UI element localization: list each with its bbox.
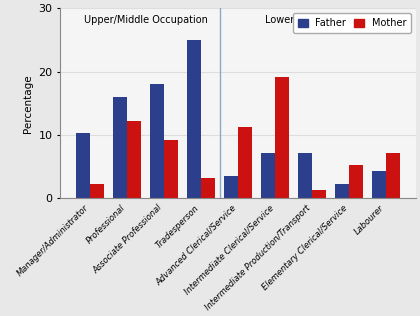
Bar: [386, 153, 400, 198]
Bar: [187, 40, 201, 198]
Bar: [164, 140, 178, 198]
Y-axis label: Percentage: Percentage: [23, 74, 33, 133]
Bar: [201, 178, 215, 198]
Bar: [275, 77, 289, 198]
Text: Upper/Middle Occupation: Upper/Middle Occupation: [84, 15, 207, 25]
Bar: [261, 153, 275, 198]
Bar: [349, 166, 363, 198]
Bar: [113, 97, 127, 198]
Bar: [372, 171, 386, 198]
Bar: [335, 185, 349, 198]
Legend: Father, Mother: Father, Mother: [293, 13, 411, 33]
Bar: [224, 176, 238, 198]
Text: Lower/Working Occupation: Lower/Working Occupation: [265, 15, 396, 25]
Bar: [312, 190, 326, 198]
Bar: [76, 133, 90, 198]
Bar: [150, 84, 164, 198]
Bar: [127, 121, 141, 198]
Bar: [238, 127, 252, 198]
Bar: [90, 185, 104, 198]
Bar: [298, 153, 312, 198]
